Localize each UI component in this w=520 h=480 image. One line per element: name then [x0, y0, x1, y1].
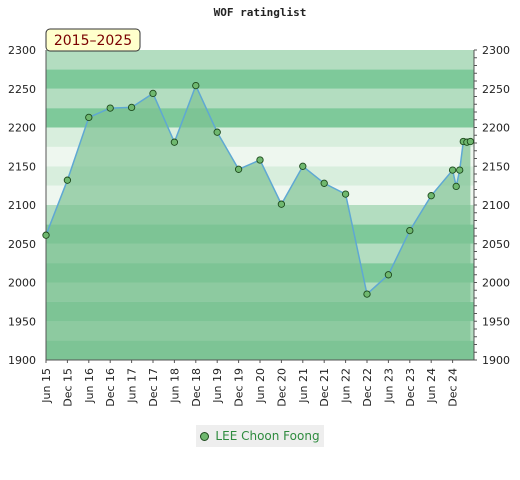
x-tick-label: Dec 19 [233, 368, 246, 407]
x-tick-label: Dec 22 [361, 368, 374, 407]
data-point[interactable] [363, 290, 371, 298]
data-point[interactable] [448, 166, 457, 174]
data-point[interactable] [427, 192, 435, 200]
period-badge: 2015–2025 [45, 28, 141, 52]
x-tick-label: Dec 21 [318, 368, 331, 407]
chart-title: WOF ratinglist [213, 6, 307, 19]
data-point[interactable] [452, 182, 460, 191]
data-point[interactable] [277, 200, 286, 208]
y-tick-label: 2250 [8, 83, 36, 96]
data-point[interactable] [149, 89, 157, 98]
y-tick-label: 2300 [8, 44, 36, 57]
data-point[interactable] [320, 179, 328, 187]
data-point[interactable] [341, 190, 350, 198]
y-tick-label: 2100 [482, 199, 510, 212]
x-tick-label: Dec 15 [61, 368, 74, 407]
y-tick-label: 1900 [482, 354, 510, 367]
y-tick-label: 2250 [482, 83, 510, 96]
data-point[interactable] [42, 231, 50, 239]
grid-band [46, 69, 474, 89]
data-point[interactable] [85, 113, 93, 122]
data-point[interactable] [213, 128, 221, 136]
y-tick-label: 2200 [8, 122, 36, 135]
period-badge-label: 2015–2025 [54, 33, 132, 49]
y-axis-left: 1900 1950 2000 2050 2100 2150 2200 2250 2300 [8, 44, 36, 367]
grid-band [46, 50, 474, 70]
y-tick-label: 2100 [8, 199, 36, 212]
y-axis-right: 1900 1950 2000 2050 2100 2150 2200 2250 2300 [482, 44, 510, 367]
data-point[interactable] [384, 271, 393, 279]
data-point[interactable] [63, 176, 72, 184]
y-tick-label: 2000 [482, 277, 510, 290]
y-tick-label: 2150 [482, 160, 510, 173]
data-point[interactable] [256, 156, 264, 164]
rating-area-fill [46, 85, 471, 360]
x-tick-label: Jun 23 [382, 368, 395, 404]
x-axis: Jun 15 Dec 15 Jun 16 Dec 16 Jun 17 Dec 17 Jun … [40, 360, 460, 407]
y-tick-label: 2150 [8, 160, 36, 173]
y-tick-label: 2000 [8, 277, 36, 290]
y-tick-label: 1950 [482, 315, 510, 328]
x-tick-label: Jun 24 [425, 368, 438, 404]
x-tick-label: Jun 19 [211, 368, 224, 404]
y-tick-label: 2200 [482, 122, 510, 135]
x-tick-label: Dec 20 [275, 368, 288, 407]
x-tick-label: Jun 17 [126, 368, 139, 404]
x-tick-label: Jun 21 [297, 368, 310, 404]
data-point[interactable] [299, 162, 307, 170]
y-tick-label: 2050 [8, 238, 36, 251]
y-tick-label: 2300 [482, 44, 510, 57]
data-point[interactable] [192, 81, 200, 90]
data-point[interactable] [406, 226, 414, 235]
data-point[interactable] [170, 138, 179, 146]
x-tick-label: Dec 16 [104, 368, 117, 407]
data-point[interactable] [234, 165, 243, 173]
y-tick-label: 1950 [8, 315, 36, 328]
data-point[interactable] [106, 104, 114, 112]
y-tick-label: 1900 [8, 354, 36, 367]
data-points [42, 81, 475, 298]
rating-area [46, 85, 471, 360]
x-tick-label: Dec 24 [447, 368, 460, 407]
x-tick-label: Jun 16 [83, 368, 96, 404]
data-point[interactable] [466, 137, 475, 146]
x-tick-label: Jun 20 [254, 368, 267, 404]
x-tick-label: Dec 17 [147, 368, 160, 407]
x-tick-label: Dec 23 [404, 368, 417, 407]
x-tick-label: Jun 15 [40, 368, 53, 404]
data-point[interactable] [456, 166, 464, 174]
legend-series-name: LEE Choon Foong [215, 429, 320, 443]
legend-marker-icon [200, 431, 210, 441]
legend[interactable]: LEE Choon Foong [196, 425, 324, 447]
y-tick-label: 2050 [482, 238, 510, 251]
data-point[interactable] [127, 103, 136, 112]
x-tick-label: Jun 18 [168, 368, 181, 404]
x-tick-label: Dec 18 [190, 368, 203, 407]
x-tick-label: Jun 22 [340, 368, 353, 404]
